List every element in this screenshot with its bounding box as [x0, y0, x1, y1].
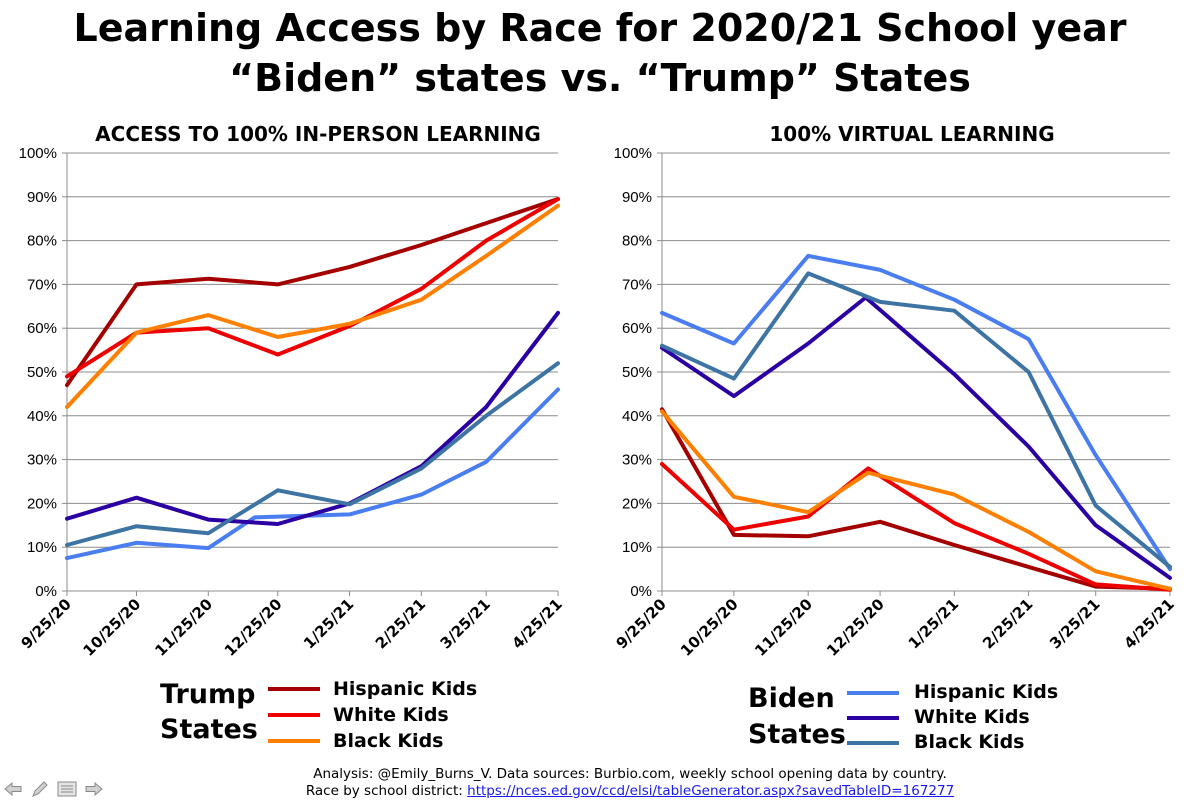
page-title-line2: “Biden” states vs. “Trump” States: [229, 56, 971, 100]
chart-1-series-white-kids-trump: [660, 462, 1172, 592]
chart-0-xtick-label: 1/25/21: [300, 595, 357, 652]
slide-toolbar: [2, 778, 105, 800]
chart-1-ytick-label: 100%: [614, 145, 652, 162]
chart-1-ytick-label: 10%: [622, 539, 652, 556]
legend-left-title-1: Trump: [160, 679, 256, 710]
chart-0-series-hispanic-kids: [65, 197, 560, 388]
legend-right-label-black: Black Kids: [914, 731, 1025, 753]
legend-right-label-hispanic: Hispanic Kids: [914, 681, 1059, 703]
chart-0-ytick-label: 30%: [27, 452, 57, 469]
chart-1-xtick-label: 10/25/20: [677, 595, 742, 660]
chart-1-xtick-label: 4/25/21: [1120, 595, 1177, 652]
chart-0-ytick-label: 0%: [35, 583, 57, 600]
chart-1-xtick-label: 9/25/20: [612, 595, 669, 652]
chart-1-ytick-label: 50%: [622, 364, 652, 381]
chart-0-xtick-label: 4/25/21: [508, 595, 565, 652]
legend-left-swatch-hispanic: [268, 687, 320, 691]
chart-0-ytick-label: 90%: [27, 189, 57, 206]
legend-right-title-1: Biden: [748, 683, 835, 714]
chart-0-ytick-label: 10%: [27, 539, 57, 556]
legend-right-swatch-hispanic: [847, 691, 899, 695]
chart-0-series-black-kids: [65, 203, 560, 409]
legend-right-label-white: White Kids: [914, 706, 1030, 728]
chart-1-xtick-label: 3/25/21: [1046, 595, 1103, 652]
chart-0-xtick-label: 3/25/21: [437, 595, 494, 652]
legend-left-label-black: Black Kids: [333, 730, 444, 752]
chart-0-ytick-label: 80%: [27, 233, 57, 250]
chart-1-ytick-label: 40%: [622, 408, 652, 425]
back-arrow-icon[interactable]: [2, 778, 24, 800]
legend-right-swatch-white: [847, 716, 899, 720]
chart-1-series-hispanic-kids: [660, 253, 1172, 572]
chart-0-ytick-label: 60%: [27, 320, 57, 337]
chart-0-xtick-label: 2/25/21: [372, 595, 429, 652]
chart-0-title: ACCESS TO 100% IN-PERSON LEARNING: [95, 122, 541, 146]
pen-icon[interactable]: [29, 778, 51, 800]
chart-1-series-hispanic-kids-trump: [660, 407, 1172, 591]
footer-source-link[interactable]: https://nces.ed.gov/ccd/elsi/tableGenera…: [467, 783, 955, 799]
chart-0-ytick-label: 70%: [27, 276, 57, 293]
chart-1-series-white-kids: [660, 295, 1172, 580]
legend-right-swatch-black: [847, 741, 899, 745]
footer-source-line: Race by school district: https://nces.ed…: [200, 783, 1060, 799]
legend-left-label-white: White Kids: [333, 704, 449, 726]
chart-0-series-white-kids: [65, 197, 560, 379]
chart-1-xtick-label: 2/25/21: [979, 595, 1036, 652]
menu-icon[interactable]: [56, 778, 78, 800]
chart-1-title: 100% VIRTUAL LEARNING: [769, 122, 1054, 146]
chart-1-ytick-label: 0%: [630, 583, 652, 600]
chart-0-xtick-label: 9/25/20: [17, 595, 74, 652]
footer-source-prefix: Race by school district:: [305, 783, 468, 799]
chart-0-series-black-kids-biden: [65, 361, 560, 547]
chart-1-ytick-label: 30%: [622, 452, 652, 469]
footer-analysis-line: Analysis: @Emily_Burns_V. Data sources: …: [313, 766, 947, 782]
chart-0-xtick-label: 11/25/20: [151, 595, 216, 660]
chart-0-ytick-label: 40%: [27, 408, 57, 425]
legend-left-swatch-black: [268, 739, 320, 743]
chart-1-xtick-label: 11/25/20: [751, 595, 816, 660]
chart-0-series-white-kids-biden: [65, 310, 560, 526]
chart-1-xtick-label: 12/25/20: [823, 595, 888, 660]
chart-1-xtick-label: 1/25/21: [905, 595, 962, 652]
chart-0-ytick-label: 100%: [19, 145, 57, 162]
chart-1-ytick-label: 60%: [622, 320, 652, 337]
chart-1-ytick-label: 70%: [622, 276, 652, 293]
chart-0-xtick-label: 12/25/20: [221, 595, 286, 660]
legend-right-title-2: States: [748, 719, 846, 750]
chart-1-ytick-label: 20%: [622, 495, 652, 512]
chart-0-ytick-label: 20%: [27, 495, 57, 512]
page-title-line1: Learning Access by Race for 2020/21 Scho…: [73, 6, 1127, 50]
legend-left-label-hispanic: Hispanic Kids: [333, 678, 478, 700]
chart-1-series-black-kids: [660, 271, 1172, 569]
forward-arrow-icon[interactable]: [83, 778, 105, 800]
chart-0-xtick-label: 10/25/20: [80, 595, 145, 660]
chart-0-ytick-label: 50%: [27, 364, 57, 381]
chart-1-ytick-label: 80%: [622, 233, 652, 250]
legend-left-swatch-white: [268, 713, 320, 717]
legend-left-title-2: States: [160, 714, 258, 745]
chart-1-ytick-label: 90%: [622, 189, 652, 206]
chart-1-series-black-kids-trump: [660, 409, 1172, 591]
